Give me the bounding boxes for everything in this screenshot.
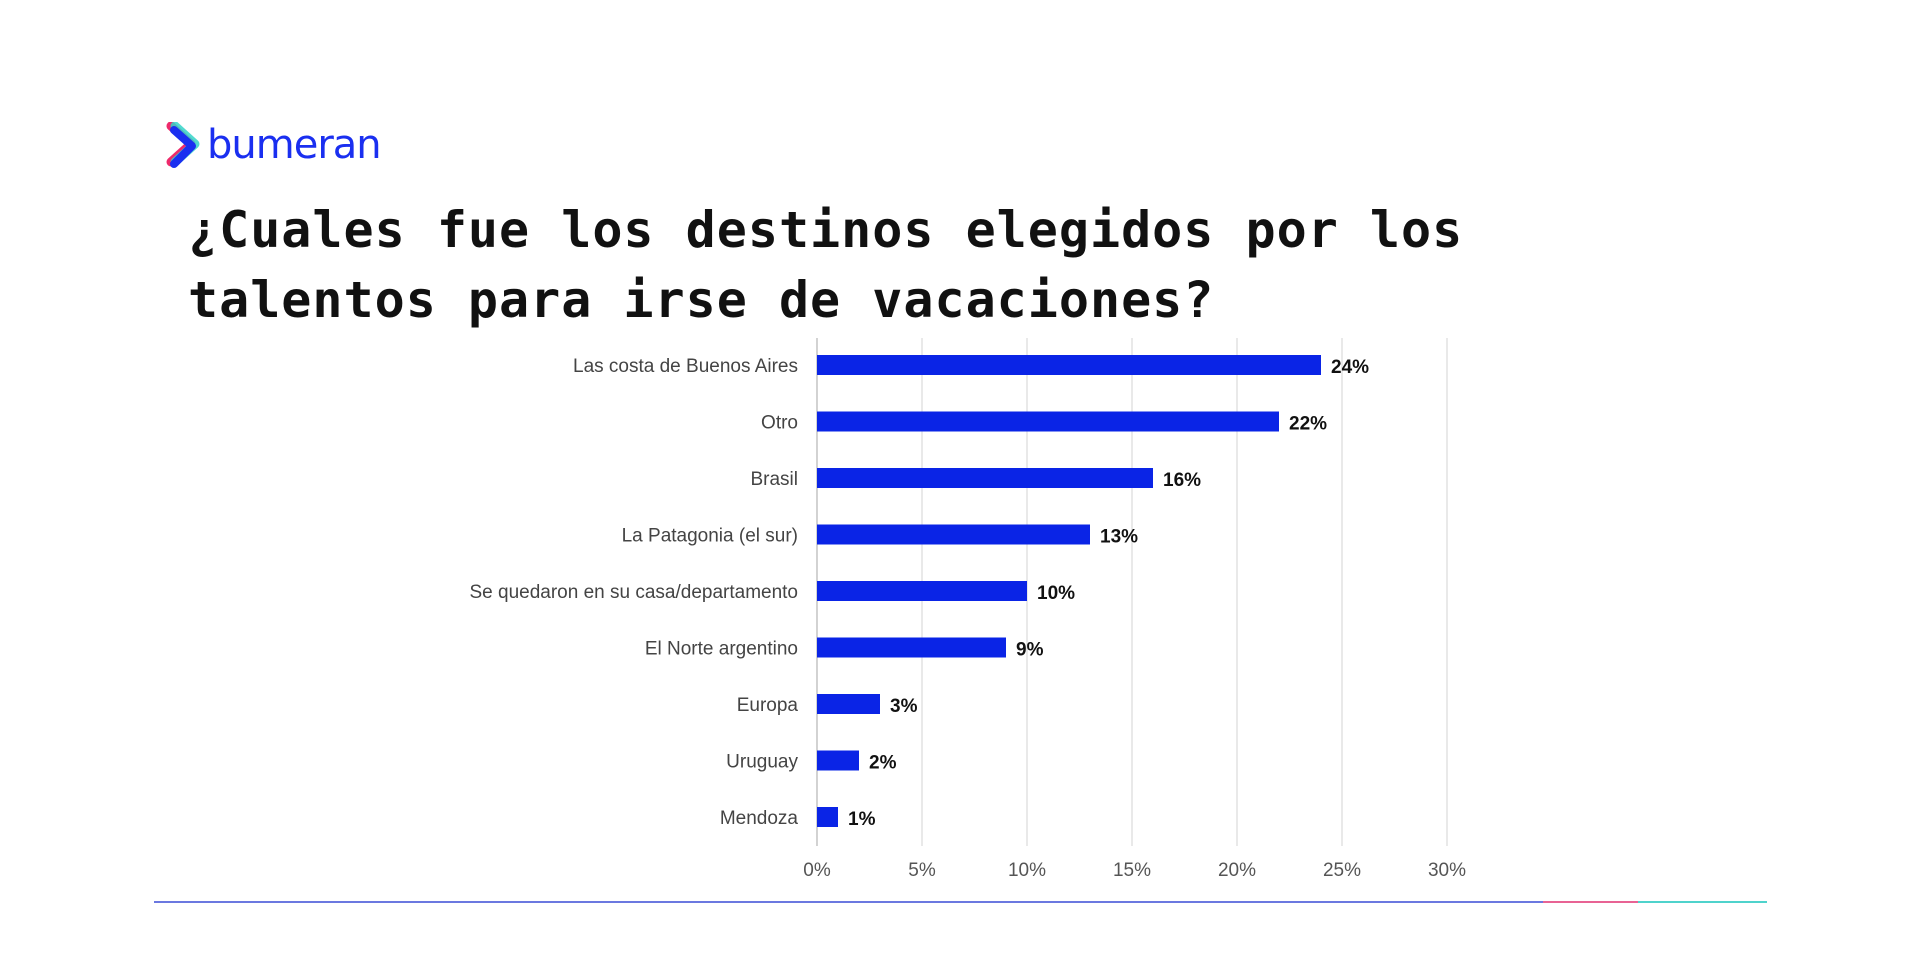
data-label: 1% [848, 809, 876, 830]
x-tick-label: 25% [1323, 860, 1361, 881]
chevron-logo-icon [166, 122, 200, 168]
data-label: 3% [890, 696, 918, 717]
category-label: Otro [761, 413, 798, 434]
x-tick-label: 15% [1113, 860, 1151, 881]
category-label: Europa [737, 695, 799, 716]
footer-divider [154, 901, 1767, 903]
bar [817, 694, 880, 714]
bar [817, 581, 1027, 601]
category-label: Brasil [750, 469, 798, 490]
x-tick-label: 5% [908, 860, 936, 881]
bar [817, 807, 838, 827]
category-label: Uruguay [726, 752, 798, 773]
category-label: El Norte argentino [645, 639, 798, 660]
category-label: Se quedaron en su casa/departamento [469, 582, 798, 603]
data-label: 10% [1037, 583, 1075, 604]
data-label: 16% [1163, 470, 1201, 491]
data-label: 2% [869, 753, 897, 774]
data-label: 9% [1016, 640, 1044, 661]
category-label: Las costa de Buenos Aires [573, 356, 798, 377]
x-tick-label: 30% [1428, 860, 1466, 881]
data-label: 22% [1289, 414, 1327, 435]
x-tick-label: 10% [1008, 860, 1046, 881]
bar [817, 411, 1279, 432]
page-title: ¿Cuales fue los destinos elegidos por lo… [188, 201, 1464, 329]
x-tick-label: 0% [803, 860, 831, 881]
bar [817, 750, 859, 771]
data-label: 24% [1331, 357, 1369, 378]
bar [817, 355, 1321, 375]
bar [817, 524, 1090, 545]
bar [817, 637, 1006, 658]
brand-name: bumeran [207, 122, 382, 168]
data-label: 13% [1100, 527, 1138, 548]
category-label: Mendoza [720, 808, 799, 829]
x-tick-label: 20% [1218, 860, 1256, 881]
category-label: La Patagonia (el sur) [622, 526, 798, 547]
bumeran-logo: bumeran [165, 122, 382, 168]
bar [817, 468, 1153, 488]
